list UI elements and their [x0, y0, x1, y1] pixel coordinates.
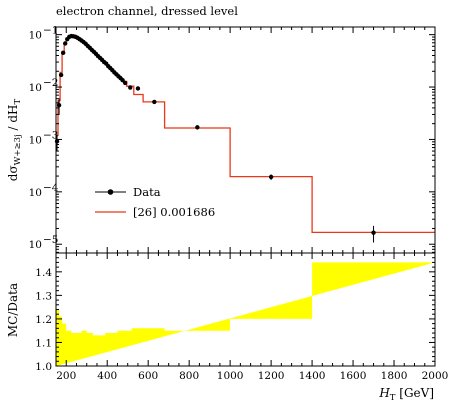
y-tick-exponent: −3	[43, 129, 58, 141]
y-tick-exponent: −5	[43, 234, 58, 246]
ratio-plot-panel: 1.0 1.1 1.2 1.3 1.4 200 400 600 800 1000 1200 1400…	[35, 252, 449, 382]
ratio-y-tick-label: 1.2	[35, 314, 52, 326]
y-tick-exponent: −4	[43, 182, 59, 194]
y-tick-exponent: −2	[43, 77, 58, 89]
data-point	[63, 41, 68, 46]
x-tick-label: 1600	[340, 370, 367, 382]
ratio-y-tick-label: 1.0	[35, 361, 52, 373]
data-point	[122, 80, 128, 86]
ratio-y-tick-label: 1.1	[35, 337, 52, 349]
x-axis-ticks	[55, 27, 436, 253]
legend-label-data: Data	[133, 185, 161, 199]
x-tick-label: 1800	[381, 370, 408, 382]
data-points	[54, 33, 376, 243]
x-tick-label: 200	[56, 370, 76, 382]
chart-title: electron channel, dressed level	[56, 4, 238, 18]
y-tick-exponent: −1	[43, 25, 58, 37]
x-tick-label: 1200	[258, 370, 285, 382]
main-plot-frame	[55, 26, 436, 254]
y-axis-label: dσW+≥3j / dHT	[6, 98, 23, 181]
legend-entry-data: Data	[95, 185, 161, 199]
data-point	[56, 103, 62, 108]
ratio-band-area	[56, 262, 435, 366]
prediction-histogram	[56, 34, 435, 234]
data-point	[371, 230, 376, 235]
legend: Data [26] 0.001686	[95, 185, 215, 219]
legend-label-prediction: [26] 0.001686	[133, 205, 215, 219]
main-plot-panel: 10−510−410−310−210−1	[29, 25, 436, 254]
ratio-band	[56, 262, 435, 366]
data-point	[268, 174, 274, 180]
x-tick-label: 2000	[422, 370, 449, 382]
data-point	[58, 72, 64, 78]
prediction-step-line	[56, 34, 435, 234]
ratio-x-axis-ticks: 200 400 600 800 1000 1200 1400 1600 1800 2000	[55, 253, 449, 382]
y-tick-label: 10	[29, 187, 42, 199]
ratio-y-tick-label: 1.3	[35, 290, 52, 302]
x-axis-label: HT [GeV]	[378, 386, 434, 403]
data-point	[128, 85, 133, 90]
ratio-y-tick-label: 1.4	[35, 267, 52, 279]
svg-text:dσW+≥3j / dHT: dσW+≥3j / dHT	[6, 98, 23, 181]
y-tick-label: 10	[29, 30, 42, 42]
legend-entry-prediction: [26] 0.001686	[95, 205, 215, 219]
x-tick-label: 600	[138, 370, 158, 382]
x-tick-label: 400	[97, 370, 117, 382]
data-point	[195, 125, 200, 130]
y-tick-label: 10	[29, 134, 42, 146]
data-point	[135, 86, 141, 91]
y-tick-label: 10	[29, 239, 42, 251]
data-point	[152, 99, 157, 105]
x-tick-label: 800	[179, 370, 199, 382]
y-tick-label: 10	[29, 82, 42, 94]
x-tick-label: 1400	[299, 370, 326, 382]
x-tick-label: 1000	[217, 370, 244, 382]
y-axis-ticks: 10−510−410−310−210−1	[29, 25, 435, 253]
ratio-y-axis-label: MC/Data	[6, 283, 20, 337]
data-point	[60, 50, 66, 56]
ratio-y-axis-ticks: 1.0 1.1 1.2 1.3 1.4	[35, 257, 435, 373]
ratio-plot-frame	[55, 252, 436, 367]
